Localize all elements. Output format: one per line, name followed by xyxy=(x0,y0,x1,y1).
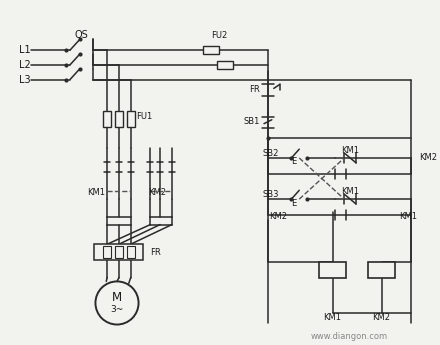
Text: KM2: KM2 xyxy=(148,188,166,197)
FancyBboxPatch shape xyxy=(217,61,233,69)
Text: E: E xyxy=(291,198,296,208)
Text: KM1: KM1 xyxy=(323,313,341,322)
Text: L3: L3 xyxy=(19,75,31,85)
Text: SB2: SB2 xyxy=(262,149,279,158)
Text: FR: FR xyxy=(150,247,161,257)
Text: KM2: KM2 xyxy=(419,154,437,162)
Text: L2: L2 xyxy=(19,60,31,70)
FancyBboxPatch shape xyxy=(115,246,123,258)
Text: M: M xyxy=(112,290,122,304)
FancyBboxPatch shape xyxy=(127,111,135,127)
Text: QS: QS xyxy=(75,30,88,40)
Text: E: E xyxy=(291,157,296,166)
Text: KM2: KM2 xyxy=(373,313,391,322)
FancyBboxPatch shape xyxy=(103,111,111,127)
FancyBboxPatch shape xyxy=(368,262,395,277)
FancyBboxPatch shape xyxy=(127,246,135,258)
Text: L1: L1 xyxy=(19,45,31,55)
Text: KM2: KM2 xyxy=(269,212,287,221)
Text: FR: FR xyxy=(249,85,260,94)
FancyBboxPatch shape xyxy=(95,244,143,260)
Text: KM1: KM1 xyxy=(88,188,106,197)
Text: KM1: KM1 xyxy=(341,187,359,196)
Text: FU1: FU1 xyxy=(136,112,153,121)
FancyBboxPatch shape xyxy=(115,111,123,127)
Text: www.diangon.com: www.diangon.com xyxy=(311,332,388,341)
Text: 3~: 3~ xyxy=(110,305,124,314)
FancyBboxPatch shape xyxy=(319,262,346,277)
Text: KM1: KM1 xyxy=(399,212,417,221)
Text: FU2: FU2 xyxy=(211,31,227,40)
FancyBboxPatch shape xyxy=(103,246,111,258)
Text: SB1: SB1 xyxy=(244,117,260,126)
FancyBboxPatch shape xyxy=(203,46,219,54)
Text: KM1: KM1 xyxy=(341,146,359,155)
Text: SB3: SB3 xyxy=(262,190,279,199)
